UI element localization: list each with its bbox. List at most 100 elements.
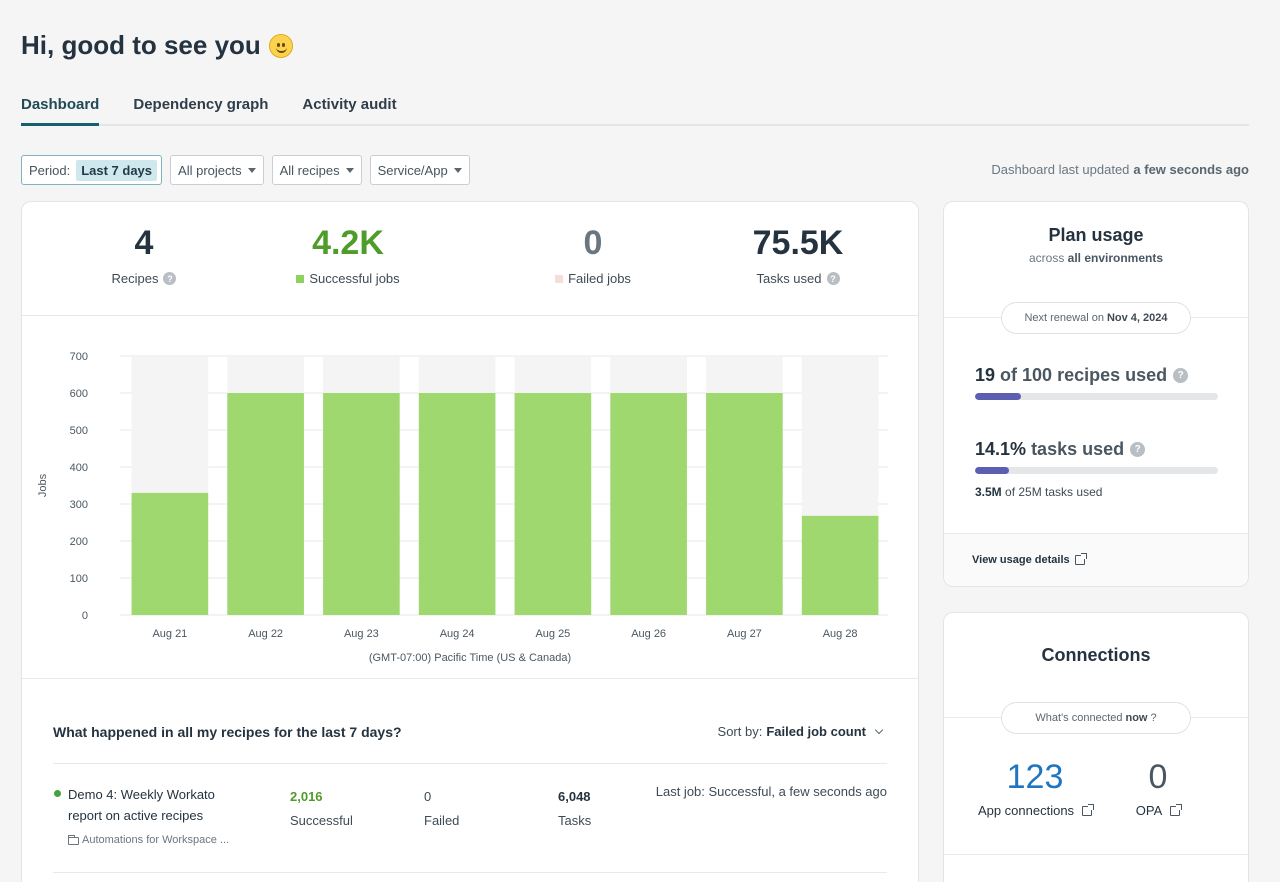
smiley-emoji-icon: [268, 33, 293, 58]
x-tick-label: Aug 27: [727, 628, 762, 640]
recipe-folder[interactable]: Automations for Workspace ...: [68, 834, 229, 846]
x-tick-label: Aug 21: [152, 628, 187, 640]
x-tick-label: Aug 24: [440, 628, 475, 640]
view-usage-details-link[interactable]: View usage details: [972, 553, 1087, 566]
opa-link[interactable]: OPA: [1088, 803, 1228, 818]
plan-usage-card: Plan usage across all environments Next …: [943, 201, 1249, 587]
bar: [227, 393, 304, 615]
caret-down-icon: [453, 167, 462, 173]
recipes-usage-bar: [975, 393, 1218, 400]
x-tick-label: Aug 23: [344, 628, 379, 640]
last-updated: Dashboard last updated a few seconds ago: [991, 162, 1249, 177]
caret-down-icon: [247, 167, 256, 173]
jobs-bar-chart: 0 100 200 300 400 500 600 700 Aug 21 Aug 22 Aug 23…: [37, 351, 888, 664]
plan-usage-subtitle: across all environments: [1028, 251, 1164, 265]
failed-legend-swatch: [555, 274, 564, 283]
x-tick-label: Aug 22: [248, 628, 283, 640]
tasks-used-pct: 14.1%: [975, 439, 1027, 459]
y-tick-label: 0: [82, 610, 88, 622]
metric-value: 0: [424, 789, 432, 804]
sort-label: Sort by:: [717, 724, 763, 739]
service-filter-label: Service/App: [377, 162, 448, 178]
stat-recipes: 4 Recipes?: [44, 224, 244, 286]
bar: [323, 393, 400, 615]
recipes-used-count: 19: [975, 365, 996, 385]
bar: [801, 515, 879, 615]
metric-label: Tasks: [558, 813, 592, 828]
help-icon[interactable]: ?: [163, 272, 177, 285]
sort-dropdown[interactable]: Sort by: Failed job count: [717, 724, 884, 739]
period-label: Period:: [29, 162, 71, 178]
period-value: Last 7 days: [76, 159, 158, 181]
help-icon[interactable]: ?: [1130, 442, 1146, 457]
jobs-chart: 0 100 200 300 400 500 600 700 Aug 21 Aug 22 Aug 23…: [22, 317, 918, 679]
whats-connected-pill[interactable]: What's connected now?: [1001, 702, 1191, 734]
app-connections-count[interactable]: 123: [1006, 758, 1064, 796]
service-filter[interactable]: Service/App: [369, 155, 470, 185]
help-icon[interactable]: ?: [1173, 368, 1189, 383]
chevron-down-icon: [874, 725, 884, 735]
connections-card: Connections What's connected now? 123 App…: [943, 612, 1249, 882]
stat-label: Recipes: [111, 271, 159, 286]
y-tick-label: 100: [70, 573, 88, 585]
stat-label: Failed jobs: [568, 271, 631, 286]
tasks-used-heading: 14.1% tasks used ?: [975, 439, 1146, 460]
period-filter[interactable]: Period: Last 7 days: [21, 155, 163, 185]
metric-value: 6,048: [558, 789, 591, 804]
recipe-row[interactable]: Demo 4: Weekly Workato report on active …: [53, 763, 887, 873]
stat-tasks-used: 75.5K Tasks used?: [698, 224, 898, 286]
y-tick-label: 300: [70, 499, 88, 511]
stat-value: 4: [134, 224, 154, 262]
projects-filter[interactable]: All projects: [170, 155, 264, 185]
recipe-name[interactable]: Demo 4: Weekly Workato report on active …: [68, 787, 215, 823]
tasks-usage-fill: [975, 467, 1010, 474]
x-tick-label: Aug 26: [631, 628, 666, 640]
stat-failed-jobs: 0 Failed jobs: [493, 224, 693, 286]
recipes-filter[interactable]: All recipes: [271, 155, 362, 185]
projects-filter-label: All projects: [178, 162, 242, 178]
folder-icon: [68, 834, 79, 845]
sort-value: Failed job count: [766, 724, 866, 739]
tab-bar: Dashboard Dependency graph Activity audi…: [21, 96, 1249, 126]
status-dot-icon: [54, 790, 61, 797]
stat-label: Successful jobs: [309, 271, 400, 286]
stat-value: 4.2K: [312, 224, 384, 262]
page-greeting: Hi, good to see you: [21, 30, 293, 61]
tab-dependency-graph[interactable]: Dependency graph: [133, 96, 269, 113]
stat-label: Tasks used: [756, 271, 822, 286]
stat-value: 75.5K: [752, 224, 844, 262]
metric-value: 2,016: [290, 789, 323, 804]
y-tick-label: 600: [70, 388, 88, 400]
tab-activity-audit[interactable]: Activity audit: [302, 96, 397, 113]
last-updated-value: a few seconds ago: [1133, 162, 1249, 177]
folder-name: Automations for Workspace ...: [82, 834, 230, 846]
bar: [706, 393, 783, 615]
last-updated-label: Dashboard last updated: [991, 162, 1130, 177]
caret-down-icon: [345, 167, 354, 173]
recipes-section-title: What happened in all my recipes for the …: [53, 724, 402, 740]
bar: [610, 393, 687, 615]
bar: [514, 393, 592, 615]
success-legend-swatch: [296, 274, 305, 283]
recipes-filter-label: All recipes: [279, 162, 340, 178]
failed-metric: 0 Failed: [424, 785, 459, 833]
tasks-usage-bar: [975, 467, 1218, 474]
help-icon[interactable]: ?: [826, 272, 840, 285]
opa-count[interactable]: 0: [1148, 758, 1168, 796]
dashboard-card: 4 Recipes? 4.2K Successful jobs 0 Failed…: [21, 201, 919, 882]
renewal-pill: Next renewal on Nov 4, 2024: [1001, 302, 1191, 334]
tab-dashboard[interactable]: Dashboard: [21, 96, 100, 126]
y-tick-label: 200: [70, 536, 88, 548]
filter-bar: Period: Last 7 days All projects All rec…: [21, 155, 470, 185]
metric-label: Successful: [290, 813, 353, 828]
app-connections-link[interactable]: App connections: [965, 803, 1105, 818]
y-tick-label: 400: [70, 462, 88, 474]
tasks-metric: 6,048 Tasks: [558, 785, 591, 833]
y-tick-label: 500: [70, 425, 88, 437]
last-job-status: Last job: Successful, a few seconds ago: [655, 784, 887, 799]
connections-title: Connections: [1041, 645, 1151, 665]
stats-row: 4 Recipes? 4.2K Successful jobs 0 Failed…: [22, 202, 918, 316]
x-axis-label: (GMT-07:00) Pacific Time (US & Canada): [369, 652, 571, 664]
external-link-icon: [1074, 553, 1087, 565]
external-link-icon: [1082, 803, 1095, 816]
